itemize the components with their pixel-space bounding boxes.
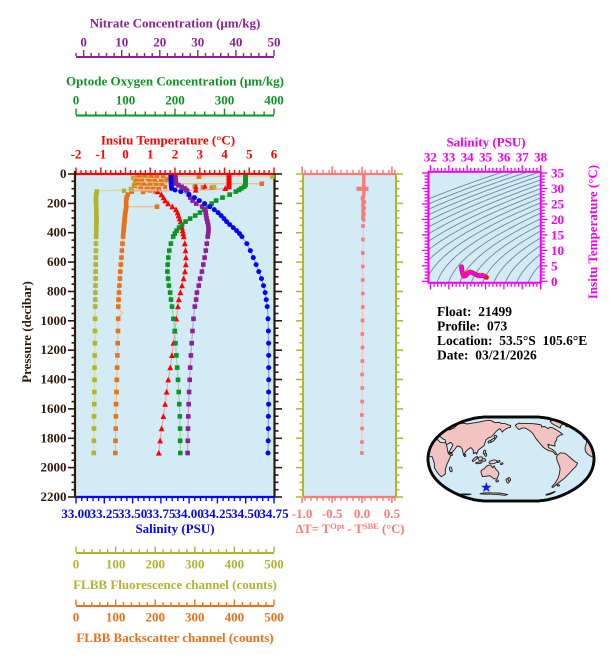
svg-text:37: 37 [516, 150, 530, 165]
svg-text:500: 500 [264, 557, 284, 572]
svg-text:33.50: 33.50 [118, 506, 147, 521]
svg-text:34.00: 34.00 [174, 506, 203, 521]
svg-text:1200: 1200 [41, 342, 67, 357]
svg-text:38: 38 [534, 150, 548, 165]
svg-text:33.00: 33.00 [61, 506, 90, 521]
svg-text:400: 400 [264, 93, 284, 108]
svg-text:2: 2 [172, 147, 179, 162]
svg-text:30: 30 [191, 35, 204, 50]
svg-text:Insitu Temperature (°C): Insitu Temperature (°C) [101, 133, 235, 148]
svg-text:500: 500 [264, 610, 284, 625]
svg-text:300: 300 [215, 93, 235, 108]
svg-text:Profile: 073: Profile: 073 [437, 319, 507, 334]
svg-text:Date: 03/21/2026: Date: 03/21/2026 [437, 348, 537, 363]
svg-text:Salinity (PSU): Salinity (PSU) [135, 521, 214, 536]
svg-text:0.0: 0.0 [354, 506, 370, 521]
svg-text:0: 0 [551, 274, 558, 289]
svg-text:1800: 1800 [41, 430, 67, 445]
svg-text:34.25: 34.25 [203, 506, 233, 521]
svg-text:0: 0 [73, 610, 80, 625]
svg-text:0: 0 [122, 147, 129, 162]
svg-text:Location: 53.5°S 105.6°E: Location: 53.5°S 105.6°E [437, 333, 587, 348]
svg-text:Nitrate Concentration (μm/kg): Nitrate Concentration (μm/kg) [90, 16, 261, 31]
svg-text:10: 10 [551, 243, 564, 258]
svg-text:300: 300 [185, 610, 205, 625]
svg-text:30: 30 [551, 181, 564, 196]
svg-text:600: 600 [47, 254, 67, 269]
svg-text:100: 100 [106, 610, 126, 625]
svg-text:400: 400 [225, 610, 245, 625]
svg-text:34.50: 34.50 [231, 506, 260, 521]
svg-text:400: 400 [225, 557, 245, 572]
svg-text:4: 4 [221, 147, 228, 162]
svg-text:200: 200 [47, 195, 67, 210]
svg-text:200: 200 [165, 93, 185, 108]
svg-text:0.5: 0.5 [384, 506, 401, 521]
svg-text:Salinity (PSU): Salinity (PSU) [446, 135, 525, 150]
svg-text:35: 35 [479, 150, 493, 165]
svg-text:800: 800 [47, 284, 67, 299]
svg-text:0: 0 [80, 35, 87, 50]
svg-text:15: 15 [551, 227, 565, 242]
svg-text:ΔT= TOpt - TSBE (°C): ΔT= TOpt - TSBE (°C) [296, 521, 405, 536]
svg-text:100: 100 [116, 93, 136, 108]
svg-text:200: 200 [145, 557, 165, 572]
svg-text:-1.0: -1.0 [292, 506, 313, 521]
svg-text:100: 100 [106, 557, 126, 572]
svg-text:32: 32 [424, 150, 437, 165]
svg-text:35: 35 [551, 166, 565, 181]
svg-text:33: 33 [442, 150, 456, 165]
svg-text:3: 3 [197, 147, 204, 162]
svg-text:Float: 21499: Float: 21499 [437, 304, 512, 319]
svg-text:50: 50 [268, 35, 281, 50]
svg-text:1400: 1400 [41, 372, 67, 387]
svg-text:33.75: 33.75 [146, 506, 176, 521]
svg-text:Optode Oxygen Concentration (μ: Optode Oxygen Concentration (μm/kg) [66, 74, 284, 89]
svg-text:34: 34 [461, 150, 475, 165]
svg-text:25: 25 [551, 197, 565, 212]
svg-text:-1: -1 [95, 147, 106, 162]
svg-text:300: 300 [185, 557, 205, 572]
svg-text:36: 36 [497, 150, 511, 165]
svg-text:20: 20 [153, 35, 166, 50]
svg-text:5: 5 [246, 147, 253, 162]
svg-text:6: 6 [271, 147, 278, 162]
svg-text:2000: 2000 [41, 460, 67, 475]
svg-text:FLBB Fluorescence channel (cou: FLBB Fluorescence channel (counts) [73, 577, 277, 592]
svg-text:1000: 1000 [41, 313, 67, 328]
svg-text:Insitu Temperature (°C): Insitu Temperature (°C) [585, 165, 600, 299]
svg-text:FLBB Backscatter channel (coun: FLBB Backscatter channel (counts) [76, 630, 273, 645]
svg-text:-0.5: -0.5 [322, 506, 343, 521]
svg-text:10: 10 [115, 35, 128, 50]
svg-text:1: 1 [147, 147, 154, 162]
svg-text:200: 200 [145, 610, 165, 625]
svg-text:1600: 1600 [41, 401, 67, 416]
svg-text:-2: -2 [71, 147, 82, 162]
svg-text:34.75: 34.75 [259, 506, 289, 521]
svg-text:0: 0 [73, 93, 80, 108]
svg-text:Pressure (decibar): Pressure (decibar) [19, 281, 34, 383]
svg-text:5: 5 [551, 258, 558, 273]
svg-text:40: 40 [229, 35, 242, 50]
svg-text:400: 400 [47, 225, 67, 240]
svg-text:0: 0 [60, 166, 67, 181]
svg-text:33.25: 33.25 [90, 506, 120, 521]
svg-text:0: 0 [73, 557, 80, 572]
svg-text:20: 20 [551, 212, 564, 227]
svg-text:2200: 2200 [41, 489, 67, 504]
